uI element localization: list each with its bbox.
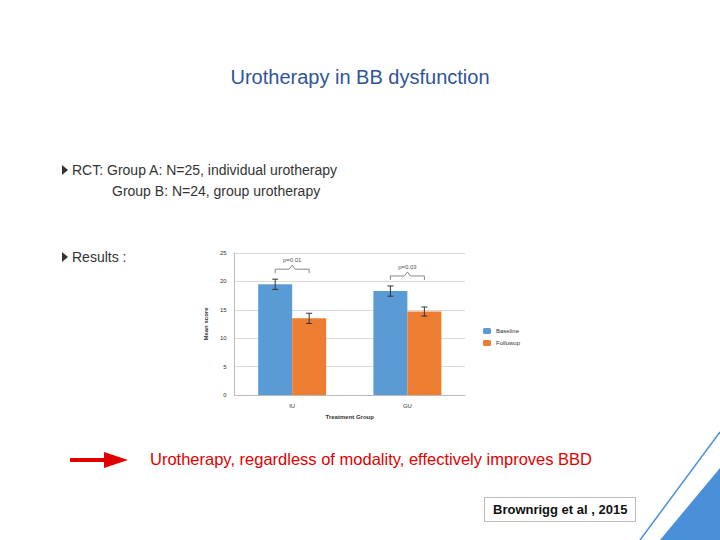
html-text:Group B: N=24, group urotherap: Group B: N=24, group urotherapy — [112, 183, 321, 199]
svg-text:Followup: Followup — [496, 340, 521, 346]
html-text:Urotherapy, regardless of moda: Urotherapy, regardless of modality, effe… — [150, 450, 592, 468]
svg-text:IU: IU — [289, 403, 295, 409]
svg-text:Mean score: Mean score — [203, 307, 209, 341]
html-text:Brownrigg et al , 2015: Brownrigg et al , 2015 — [493, 502, 628, 517]
html-text:Urotherapy in BB dysfunction: Urotherapy in BB dysfunction — [230, 66, 490, 88]
svg-text:5: 5 — [223, 364, 227, 370]
svg-text:Baseline: Baseline — [496, 328, 520, 334]
svg-text:20: 20 — [220, 278, 227, 284]
svg-text:0: 0 — [223, 392, 227, 398]
html-text:Results :: Results : — [72, 249, 127, 265]
svg-text:p=0.03: p=0.03 — [398, 264, 417, 270]
html-text:RCT: Group A: N=25, individual: RCT: Group A: N=25, individual urotherap… — [72, 162, 337, 178]
svg-text:GU: GU — [403, 403, 412, 409]
svg-text:p=0.01: p=0.01 — [283, 257, 302, 263]
svg-text:10: 10 — [220, 335, 227, 341]
svg-text:Treatment Group: Treatment Group — [326, 414, 375, 420]
svg-text:25: 25 — [220, 250, 227, 256]
svg-text:15: 15 — [220, 307, 227, 313]
